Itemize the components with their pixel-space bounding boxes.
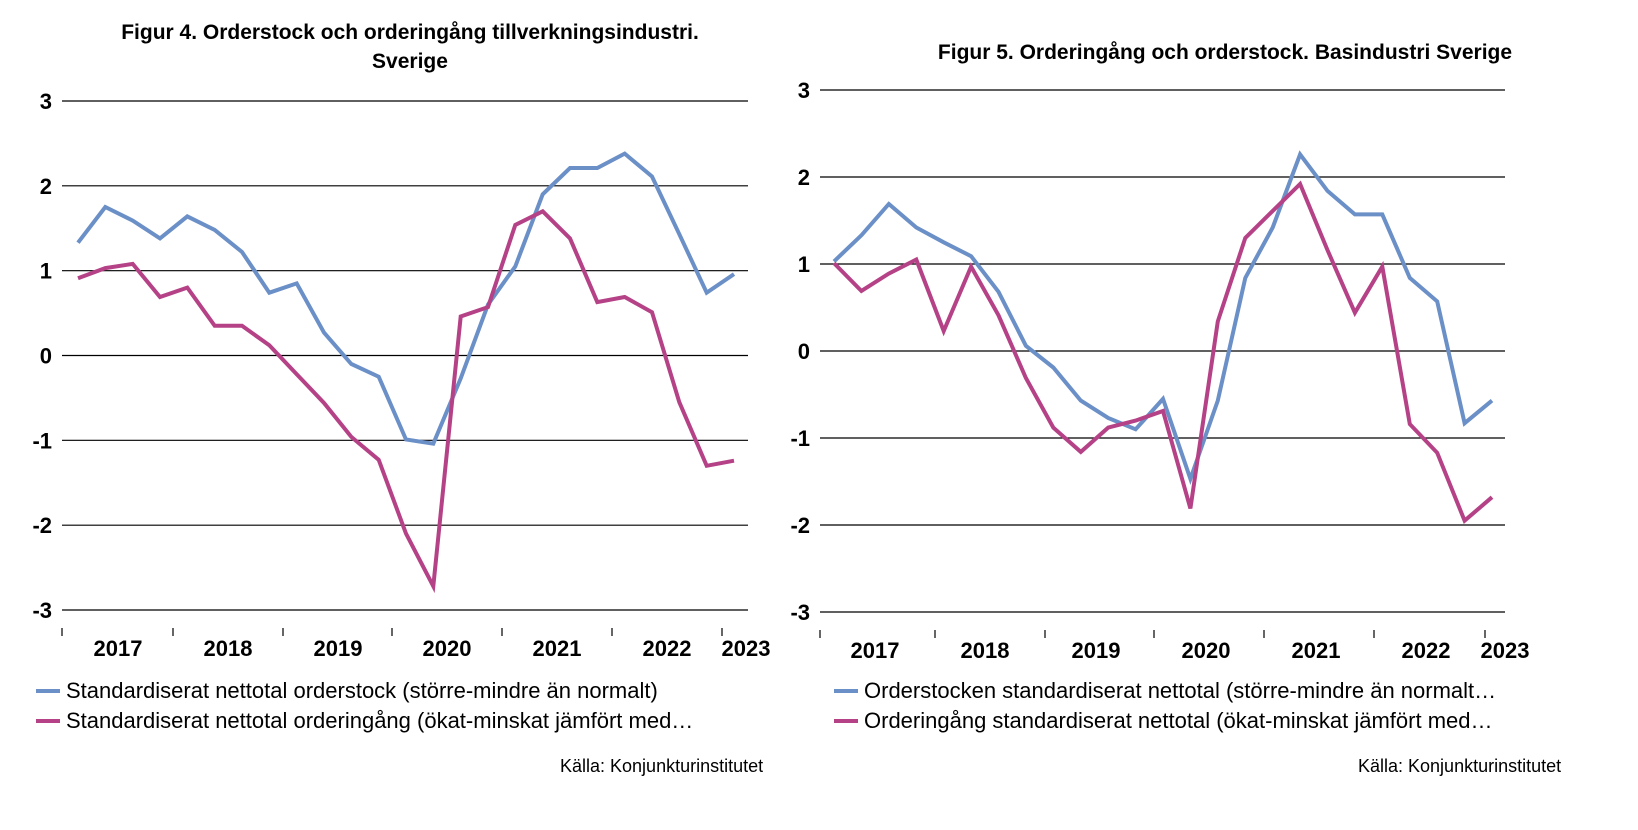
y-tick-label: -2 <box>790 513 810 538</box>
x-tick-label: 2021 <box>533 636 582 661</box>
x-tick-label: 2019 <box>1072 638 1121 663</box>
x-tick-label: 2018 <box>204 636 253 661</box>
legend-label: Standardiserat nettotal orderstock (stör… <box>66 678 658 703</box>
series-line-2 <box>832 180 1494 525</box>
y-tick-label: 1 <box>798 252 810 277</box>
legend-swatch-blue <box>36 689 60 693</box>
legend-item-series-2: Orderingång standardiserat nettotal (öka… <box>834 706 1624 736</box>
series-line-2 <box>77 208 735 594</box>
legend-item-series-1: Standardiserat nettotal orderstock (stör… <box>36 676 806 706</box>
chart-panel-figur-4: Figur 4. Orderstock och orderingång till… <box>10 18 810 776</box>
x-tick-label: 2018 <box>961 638 1010 663</box>
y-tick-label: -1 <box>790 426 810 451</box>
y-tick-label: 0 <box>798 339 810 364</box>
legend-item-series-2: Standardiserat nettotal orderingång (öka… <box>36 706 806 736</box>
chart-legend: Standardiserat nettotal orderstock (stör… <box>36 676 806 736</box>
chart-title-line-2: Sverige <box>372 50 448 73</box>
series-line-1 <box>76 151 736 446</box>
y-tick-label: -3 <box>32 598 52 623</box>
chart-panel-figur-5: Figur 5. Orderingång och orderstock. Bas… <box>790 0 1638 830</box>
chart-legend: Orderstocken standardiserat nettotal (st… <box>834 676 1624 736</box>
y-tick-label: 3 <box>798 78 810 103</box>
x-tick-label: 2019 <box>314 636 363 661</box>
legend-swatch-magenta <box>36 719 60 723</box>
chart-title-line-1: Figur 4. Orderstock och orderingång till… <box>121 21 699 44</box>
line-chart-figur-4: 3 2 1 0 -1 -2 -3 2017 2018 2019 2020 2021 2022 2023 <box>32 89 771 661</box>
x-tick-label: 2017 <box>851 638 900 663</box>
chart-title: Figur 5. Orderingång och orderstock. Bas… <box>825 38 1625 67</box>
y-tick-label: 3 <box>40 89 52 114</box>
source-note: Källa: Konjunkturinstitutet <box>560 756 764 776</box>
y-tick-label: -2 <box>32 513 52 538</box>
legend-swatch-blue <box>834 689 858 693</box>
legend-label: Orderstocken standardiserat nettotal (st… <box>864 678 1497 703</box>
chart-title: Figur 4. Orderstock och orderingång till… <box>10 18 810 76</box>
x-tick-label: 2020 <box>423 636 472 661</box>
y-tick-label: -3 <box>790 600 810 625</box>
line-chart-figur-5: 3 2 1 0 -1 -2 -3 2017 2018 2019 2020 2021 2022 2023 <box>790 78 1530 663</box>
legend-swatch-magenta <box>834 719 858 723</box>
source-note: Källa: Konjunkturinstitutet <box>1358 756 1562 776</box>
x-tick-label: 2022 <box>643 636 692 661</box>
chart-title-line-1: Figur 5. Orderingång och orderstock. Bas… <box>937 41 1513 64</box>
x-tick-label: 2023 <box>1481 638 1530 663</box>
x-tick-label: 2020 <box>1182 638 1231 663</box>
legend-item-series-1: Orderstocken standardiserat nettotal (st… <box>834 676 1624 706</box>
x-tick-label: 2023 <box>722 636 771 661</box>
series-line-1 <box>832 150 1494 486</box>
y-tick-label: 1 <box>40 259 52 284</box>
x-tick-label: 2021 <box>1292 638 1341 663</box>
y-tick-label: 2 <box>798 165 810 190</box>
y-tick-label: 0 <box>40 344 52 369</box>
y-tick-label: -1 <box>32 428 52 453</box>
x-tick-label: 2017 <box>94 636 143 661</box>
y-tick-label: 2 <box>40 174 52 199</box>
legend-label: Orderingång standardiserat nettotal (öka… <box>864 708 1493 733</box>
legend-label: Standardiserat nettotal orderingång (öka… <box>66 708 694 733</box>
x-tick-label: 2022 <box>1402 638 1451 663</box>
